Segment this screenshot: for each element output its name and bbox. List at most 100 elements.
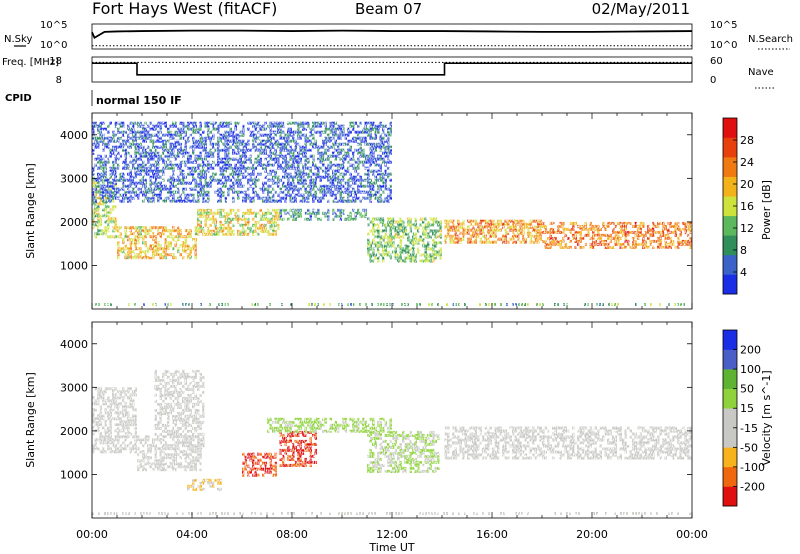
heatmap-cell (227, 229, 230, 233)
heatmap-cell (189, 387, 192, 391)
heatmap-cell (327, 208, 330, 212)
heatmap-cell (139, 462, 142, 466)
heatmap-cell (197, 423, 200, 427)
heatmap-cell (357, 124, 360, 128)
heatmap-cell (204, 139, 207, 143)
heatmap-cell (217, 481, 220, 485)
heatmap-cell (172, 193, 175, 197)
heatmap-cell (309, 181, 312, 185)
heatmap-cell (142, 468, 145, 472)
heatmap-cell (304, 463, 307, 467)
heatmap-cell (167, 229, 170, 233)
heatmap-cell (209, 148, 212, 152)
heatmap-cell (362, 190, 365, 194)
heatmap-cell (269, 426, 272, 430)
heatmap-cell (562, 239, 565, 243)
heatmap-cell (369, 163, 372, 167)
heatmap-cell (162, 435, 165, 439)
heatmap-cell (157, 163, 160, 167)
heatmap-cell (127, 187, 130, 191)
heatmap-cell (332, 423, 335, 427)
heatmap-cell (147, 124, 150, 128)
heatmap-cell (287, 445, 290, 449)
heatmap-cell (369, 199, 372, 203)
heatmap-cell (297, 451, 300, 455)
heatmap-cell (269, 133, 272, 137)
heatmap-cell (307, 139, 310, 143)
heatmap-cell (307, 172, 310, 176)
heatmap-cell (668, 303, 670, 306)
heatmap-cell (407, 256, 410, 260)
heatmap-cell (187, 136, 190, 140)
heatmap-cell (254, 160, 257, 164)
heatmap-cell (374, 157, 377, 161)
heatmap-cell (149, 136, 152, 140)
heatmap-cell (334, 184, 337, 188)
freq-series-0 (92, 62, 692, 76)
heatmap-cell (107, 205, 110, 209)
heatmap-cell (279, 211, 282, 215)
heatmap-cell (429, 256, 432, 260)
heatmap-cell (197, 190, 200, 194)
heatmap-cell (399, 256, 402, 260)
heatmap-cell (444, 219, 447, 223)
heatmap-cell (372, 238, 375, 242)
heatmap-cell (417, 241, 420, 245)
heatmap-cell (154, 384, 157, 388)
heatmap-cell (292, 190, 295, 194)
heatmap-cell (272, 145, 275, 149)
heatmap-cell (144, 438, 147, 442)
heatmap-cell (202, 408, 205, 412)
heatmap-cell (267, 229, 270, 233)
heatmap-cell (124, 130, 127, 134)
heatmap-cell (102, 193, 105, 197)
heatmap-cell (397, 235, 400, 239)
heatmap-cell (107, 429, 110, 433)
heatmap-cell (272, 175, 275, 179)
heatmap-cell (482, 219, 485, 223)
heatmap-cell (432, 256, 435, 260)
heatmap-cell (282, 184, 285, 188)
heatmap-cell (409, 229, 412, 233)
heatmap-cell (367, 157, 370, 161)
heatmap-cell (387, 133, 390, 137)
heatmap-cell (377, 172, 380, 176)
heatmap-cell (217, 136, 220, 140)
heatmap-cell (199, 375, 202, 379)
heatmap-cell (202, 169, 205, 173)
heatmap-cell (182, 441, 185, 445)
heatmap-cell (107, 220, 110, 224)
heatmap-cell (327, 133, 330, 137)
heatmap-cell (382, 259, 385, 263)
heatmap-cell (224, 124, 227, 128)
heatmap-cell (167, 423, 170, 427)
heatmap-cell (104, 163, 107, 167)
heatmap-cell (317, 423, 320, 427)
heatmap-cell (244, 211, 247, 215)
heatmap-cell (164, 133, 167, 137)
heatmap-cell (189, 375, 192, 379)
heatmap-cell (264, 148, 267, 152)
heatmap-cell (319, 124, 322, 128)
heatmap-cell (314, 420, 317, 424)
heatmap-cell (379, 172, 382, 176)
heatmap-cell (152, 199, 155, 203)
heatmap-cell (354, 130, 357, 134)
heatmap-cell (204, 124, 207, 128)
heatmap-cell (112, 402, 115, 406)
heatmap-cell (379, 442, 382, 446)
heatmap-cell (552, 239, 555, 243)
heatmap-cell (439, 220, 442, 224)
heatmap-cell (304, 199, 307, 203)
heatmap-cell (374, 145, 377, 149)
heatmap-cell (164, 390, 167, 394)
heatmap-cell (142, 136, 145, 140)
heatmap-cell (379, 466, 382, 470)
heatmap-cell (544, 242, 547, 246)
heatmap-cell (182, 396, 185, 400)
heatmap-cell (132, 178, 135, 182)
heatmap-cell (372, 154, 375, 158)
heatmap-cell (264, 464, 267, 468)
heatmap-cell (259, 142, 262, 146)
heatmap-cell (147, 199, 150, 203)
